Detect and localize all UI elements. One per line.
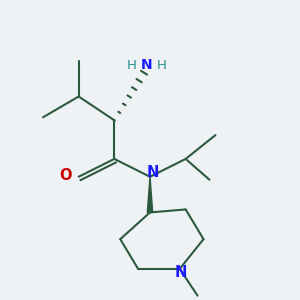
Text: N: N — [146, 165, 159, 180]
Text: H: H — [127, 59, 136, 72]
Text: N: N — [141, 58, 152, 72]
Polygon shape — [147, 177, 153, 212]
Text: O: O — [59, 168, 71, 183]
Text: N: N — [175, 265, 188, 280]
Text: H: H — [157, 59, 167, 72]
